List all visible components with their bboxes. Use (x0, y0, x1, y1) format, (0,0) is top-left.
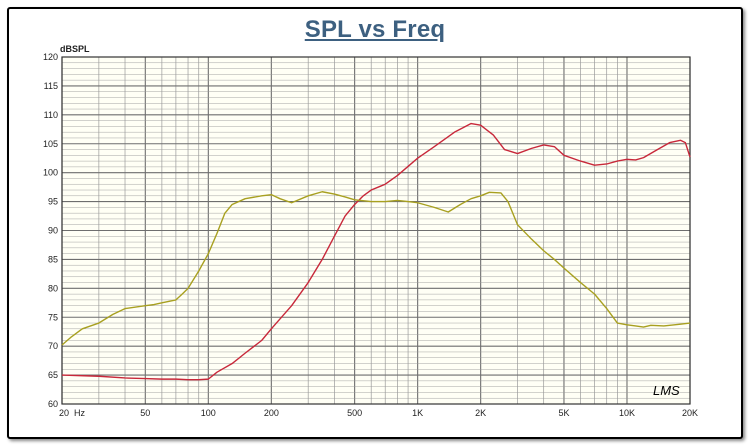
x-tick-label: 5K (558, 408, 569, 418)
x-tick-label: 500 (347, 408, 362, 418)
series-line-2 (61, 191, 691, 346)
series-line-1 (61, 122, 691, 381)
lms-watermark: LMS (653, 383, 680, 398)
x-tick-label: 2K (475, 408, 486, 418)
x-tick-label: 20K (682, 408, 698, 418)
y-tick-label: 110 (44, 110, 58, 120)
y-axis-label: dBSPL (60, 44, 90, 54)
plot-border (61, 56, 691, 405)
y-tick-label: 80 (48, 283, 58, 293)
y-tick-label: 70 (48, 341, 58, 351)
y-tick-label: 120 (43, 52, 58, 62)
y-tick-label: 75 (48, 312, 58, 322)
y-tick-label: 60 (48, 399, 58, 409)
chart-title: SPL vs Freq (304, 16, 446, 43)
x-tick-label: 1K (412, 408, 423, 418)
x-tick-label: 20 Hz (59, 408, 86, 418)
y-tick-label: 85 (48, 254, 58, 264)
x-tick-label: 10K (619, 408, 635, 418)
y-tick-label: 95 (48, 197, 58, 207)
y-tick-label: 115 (44, 81, 58, 91)
y-tick-label: 100 (43, 168, 58, 178)
y-tick-label: 65 (48, 370, 58, 380)
x-tick-label: 200 (264, 408, 279, 418)
x-tick-label: 50 (140, 408, 150, 418)
y-tick-label: 105 (43, 139, 58, 149)
y-tick-label: 90 (48, 226, 58, 236)
x-tick-label: 100 (201, 408, 216, 418)
